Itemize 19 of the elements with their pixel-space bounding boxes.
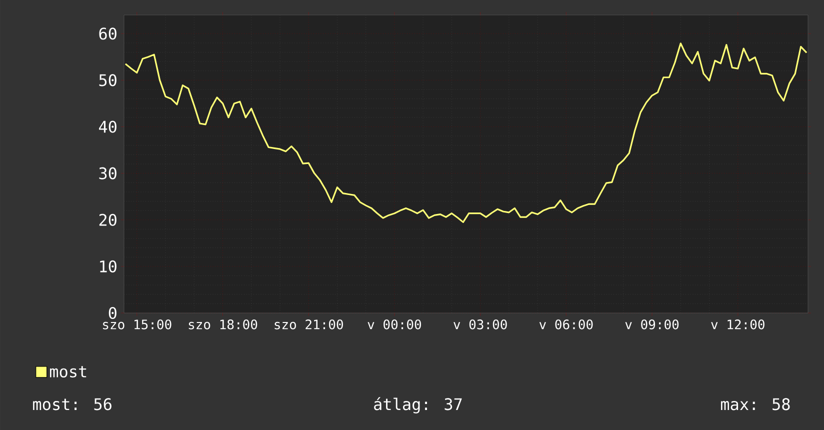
y-tick-label: 20 — [99, 214, 116, 226]
x-tick-label: szo 21:00 — [274, 320, 343, 330]
y-tick-label: 60 — [99, 28, 116, 40]
x-tick-label: v 12:00 — [711, 320, 764, 330]
y-tick-label: 10 — [100, 260, 116, 272]
text: max: 58 — [721, 398, 790, 410]
text: átlag: 37 — [374, 397, 462, 414]
x-tick-label: v 06:00 — [539, 320, 593, 330]
y-tick-label: 40 — [99, 120, 116, 133]
x-tick-label: szo 15:00 — [103, 320, 172, 330]
x-tick-label: v 09:00 — [625, 320, 679, 330]
y-tick-label: 50 — [99, 74, 116, 86]
text: most: 56 — [33, 398, 112, 410]
y-tick-label: 30 — [99, 167, 116, 180]
legend-label: most — [50, 366, 86, 378]
x-tick-label: v 00:00 — [368, 320, 421, 330]
y-tick-label: 0 — [108, 306, 116, 320]
x-tick-label: v 03:00 — [454, 320, 507, 330]
x-tick-label: szo 18:00 — [188, 320, 258, 330]
